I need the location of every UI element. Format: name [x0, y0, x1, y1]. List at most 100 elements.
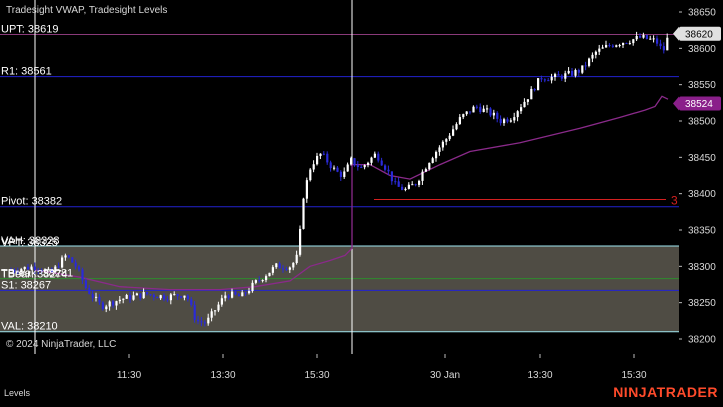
- y-tick-label: 38550: [688, 80, 716, 91]
- candle-body: [350, 158, 353, 165]
- candle-body: [424, 169, 427, 172]
- candle-body: [146, 292, 149, 295]
- candle-body: [292, 262, 295, 268]
- candle-body: [404, 188, 407, 190]
- candle-body: [499, 118, 502, 124]
- candle-body: [244, 292, 247, 294]
- candle-body: [132, 295, 135, 300]
- candle-body: [203, 322, 206, 324]
- candle-body: [458, 117, 461, 125]
- candle-body: [54, 266, 57, 273]
- candle-body: [390, 171, 393, 182]
- candle-body: [224, 295, 227, 299]
- vwap-line: [34, 95, 669, 291]
- candle-body: [649, 38, 652, 40]
- candle-body: [309, 169, 312, 181]
- candle-body: [20, 269, 23, 273]
- candle-body: [173, 294, 176, 296]
- candle-body: [234, 291, 237, 295]
- candle-body: [560, 75, 563, 79]
- candle-body: [166, 299, 169, 301]
- panel-label: Levels: [4, 388, 31, 398]
- candles-group: [10, 31, 669, 327]
- candle-body: [397, 181, 400, 187]
- candle-body: [615, 45, 618, 47]
- candle-body: [169, 294, 172, 301]
- candle-body: [601, 47, 604, 49]
- candle-body: [465, 111, 468, 115]
- y-tick-label: 38300: [688, 262, 716, 273]
- candle-body: [591, 54, 594, 59]
- y-tick-label: 38450: [688, 153, 716, 164]
- price-tag-pointer: [673, 26, 679, 41]
- candle-body: [47, 268, 50, 270]
- candle-body: [288, 267, 291, 270]
- candle-body: [489, 108, 492, 116]
- candle-body: [74, 262, 77, 267]
- candle-body: [268, 272, 271, 277]
- candle-body: [516, 111, 519, 118]
- candle-body: [642, 35, 645, 38]
- candle-body: [197, 319, 200, 322]
- candle-body: [611, 45, 614, 47]
- level-label: VAL: 38210: [1, 321, 58, 333]
- candle-body: [326, 153, 329, 163]
- candle-body: [506, 119, 509, 122]
- candle-body: [125, 295, 128, 299]
- candle-body: [356, 165, 359, 168]
- level-label: S1: 38267: [1, 279, 51, 291]
- candle-body: [656, 38, 659, 44]
- candle-body: [486, 108, 489, 110]
- x-tick-label: 11:30: [117, 370, 142, 381]
- candle-body: [414, 184, 417, 186]
- candle-body: [581, 65, 584, 73]
- price-tag: [679, 96, 721, 111]
- candle-body: [360, 167, 363, 169]
- candle-body: [78, 266, 81, 270]
- candle-body: [44, 269, 47, 272]
- candle-body: [411, 184, 414, 186]
- candle-body: [152, 294, 155, 298]
- candle-body: [628, 43, 631, 45]
- candle-body: [159, 295, 162, 299]
- candle-body: [71, 257, 74, 263]
- candle-body: [652, 38, 655, 40]
- candle-body: [431, 158, 434, 163]
- candle-body: [282, 268, 285, 270]
- candle-body: [231, 291, 234, 298]
- candle-body: [180, 296, 183, 298]
- candle-body: [550, 76, 553, 81]
- y-tick-label: 38500: [688, 117, 716, 128]
- level-label: UPT: 38619: [1, 24, 58, 36]
- candle-body: [526, 99, 529, 102]
- x-tick-label: 15:30: [304, 370, 329, 381]
- candle-body: [639, 36, 642, 38]
- candle-body: [241, 292, 244, 297]
- candle-body: [322, 153, 325, 155]
- candle-body: [618, 45, 621, 47]
- candle-body: [333, 167, 336, 169]
- candle-body: [190, 299, 193, 305]
- candle-body: [441, 141, 444, 148]
- price-tag-label: 38620: [685, 29, 713, 40]
- candle-body: [645, 35, 648, 39]
- candle-body: [445, 139, 448, 142]
- candle-body: [367, 162, 370, 166]
- candle-body: [659, 43, 662, 47]
- y-tick-label: 38350: [688, 226, 716, 237]
- copyright-text: © 2024 NinjaTrader, LLC: [6, 339, 116, 350]
- price-tag: [679, 26, 721, 41]
- ray-group: 3: [374, 193, 678, 207]
- candle-body: [407, 184, 410, 189]
- candle-body: [577, 70, 580, 73]
- candle-body: [118, 299, 121, 302]
- candle-body: [258, 280, 261, 282]
- candle-body: [567, 70, 570, 74]
- candle-body: [227, 295, 230, 298]
- candle-body: [30, 266, 33, 270]
- candle-body: [339, 171, 342, 177]
- indicator-names: Tradesight VWAP, Tradesight Levels: [6, 5, 167, 16]
